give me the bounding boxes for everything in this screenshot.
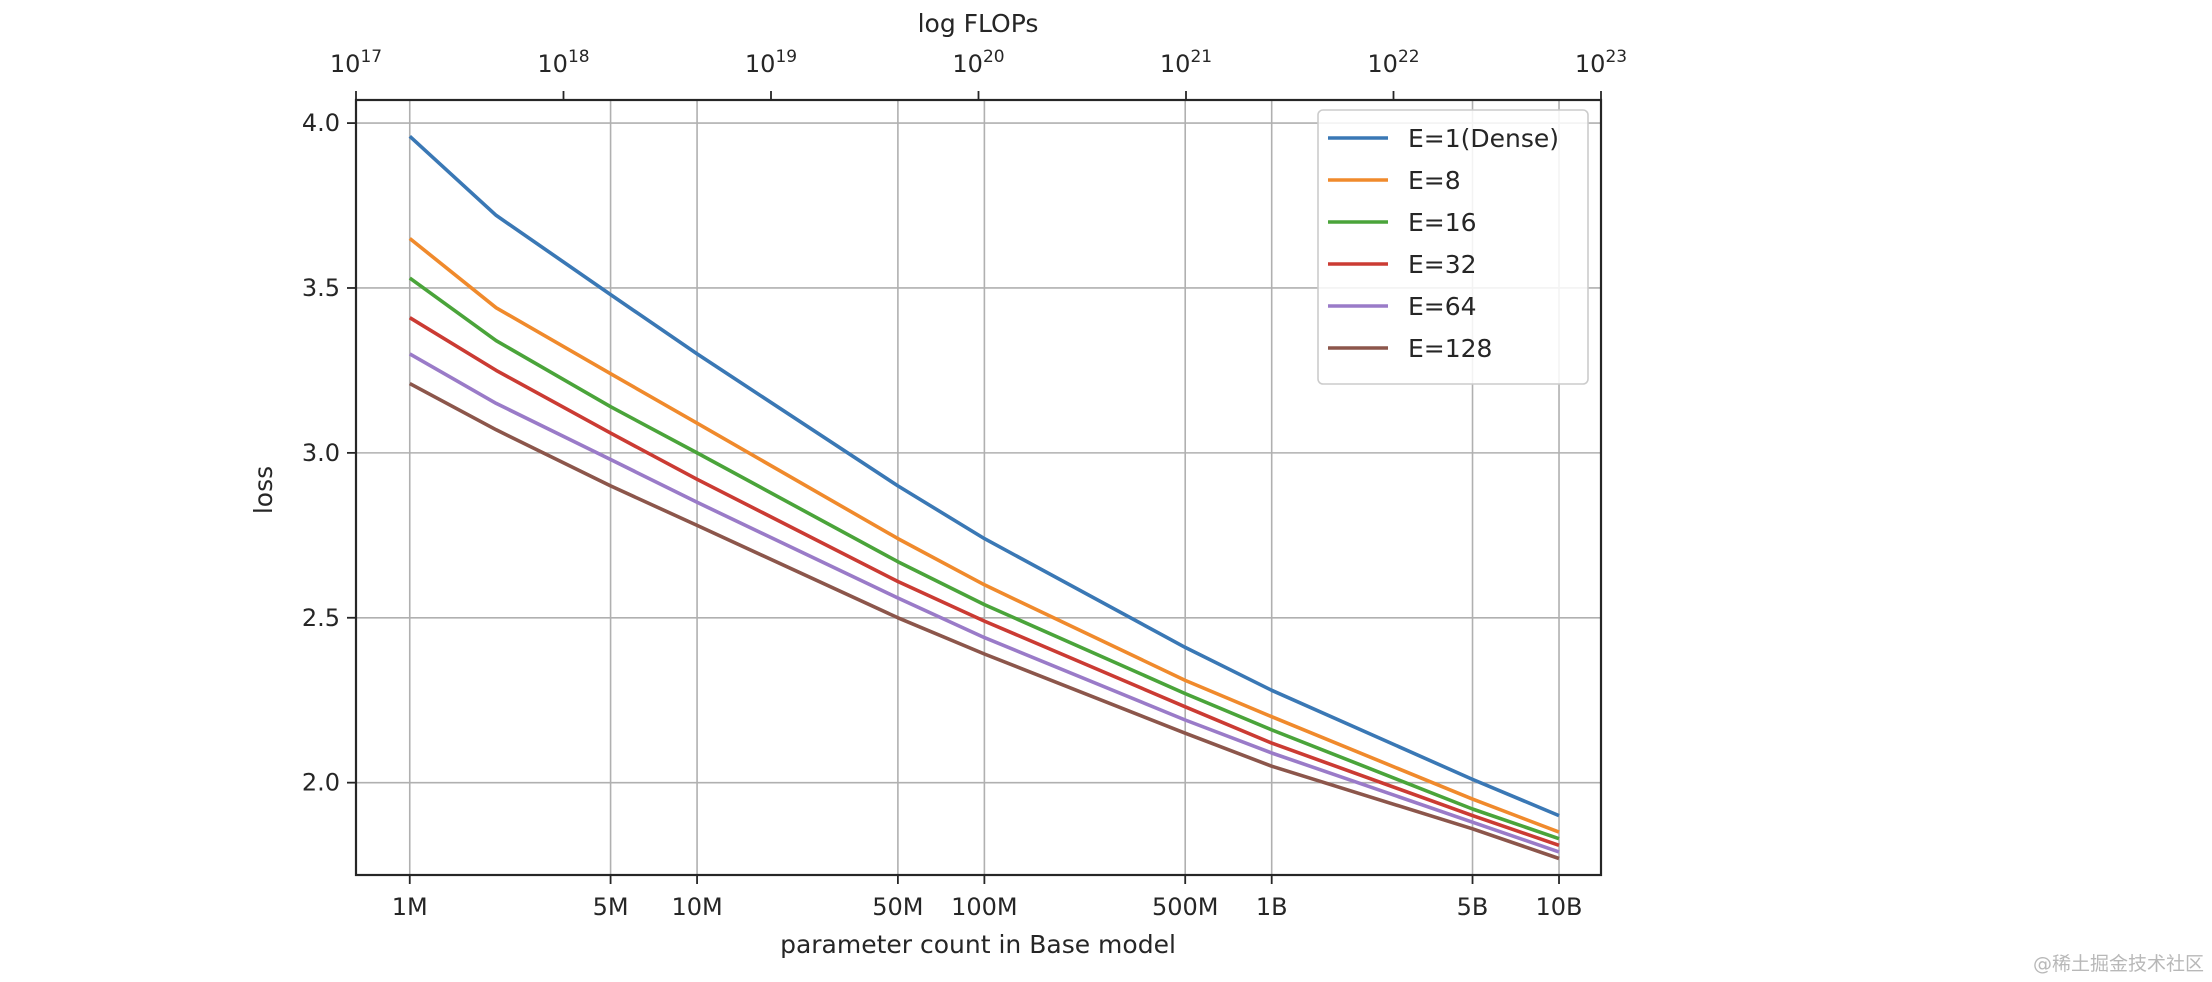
x-tick-label: 5M — [593, 893, 629, 921]
top-axis-ticks: 1017 1018 1019 1020 1021 1022 1023 — [330, 47, 1627, 100]
series-lines — [408, 134, 1560, 861]
top-tick-label: 1022 — [1367, 47, 1419, 78]
y-axis-ticks: 2.0 2.5 3.0 3.5 4.0 — [302, 109, 356, 797]
top-tick-label: 1021 — [1160, 47, 1212, 78]
watermark: @稀土掘金技术社区 — [2032, 953, 2204, 975]
y-tick-label: 2.0 — [302, 769, 340, 797]
y-tick-label: 3.0 — [302, 439, 340, 467]
legend: E=1(Dense) E=8 E=16 E=32 E=64 E=128 — [1317, 109, 1589, 385]
legend-label: E=8 — [1408, 166, 1461, 195]
legend-label: E=32 — [1408, 250, 1477, 279]
top-tick-label: 1020 — [952, 47, 1004, 78]
x-tick-label: 5B — [1457, 893, 1489, 921]
legend-label: E=16 — [1408, 208, 1477, 237]
top-tick-label: 1017 — [330, 47, 382, 78]
series-line-e-32 — [408, 316, 1560, 848]
series-line-e-64 — [408, 352, 1560, 854]
x-tick-label: 500M — [1152, 893, 1219, 921]
x-tick-label: 1B — [1256, 893, 1288, 921]
series-line-e-8 — [408, 237, 1560, 834]
top-tick-label: 1019 — [745, 47, 797, 78]
x-tick-label: 10M — [671, 893, 722, 921]
top-tick-label: 1023 — [1575, 47, 1627, 78]
x-tick-label: 10B — [1536, 893, 1583, 921]
y-axis-label: loss — [249, 466, 278, 514]
y-tick-label: 3.5 — [302, 274, 340, 302]
x-tick-label: 1M — [392, 893, 428, 921]
series-line-e-16 — [408, 276, 1560, 841]
series-line-e-1-dense — [408, 134, 1560, 818]
x-tick-label: 50M — [872, 893, 923, 921]
y-tick-label: 2.5 — [302, 604, 340, 632]
series-line-e-128 — [408, 382, 1560, 861]
x-axis-ticks: 1M 5M 10M 50M 100M 500M 1B 5B 10B — [392, 875, 1583, 921]
x-tick-label: 100M — [951, 893, 1018, 921]
legend-label: E=64 — [1408, 292, 1477, 321]
legend-label: E=128 — [1408, 334, 1492, 363]
top-tick-label: 1018 — [537, 47, 589, 78]
top-axis-label: log FLOPs — [918, 9, 1039, 38]
x-axis-label: parameter count in Base model — [780, 930, 1176, 959]
legend-label: E=1(Dense) — [1408, 124, 1559, 153]
y-tick-label: 4.0 — [302, 109, 340, 137]
